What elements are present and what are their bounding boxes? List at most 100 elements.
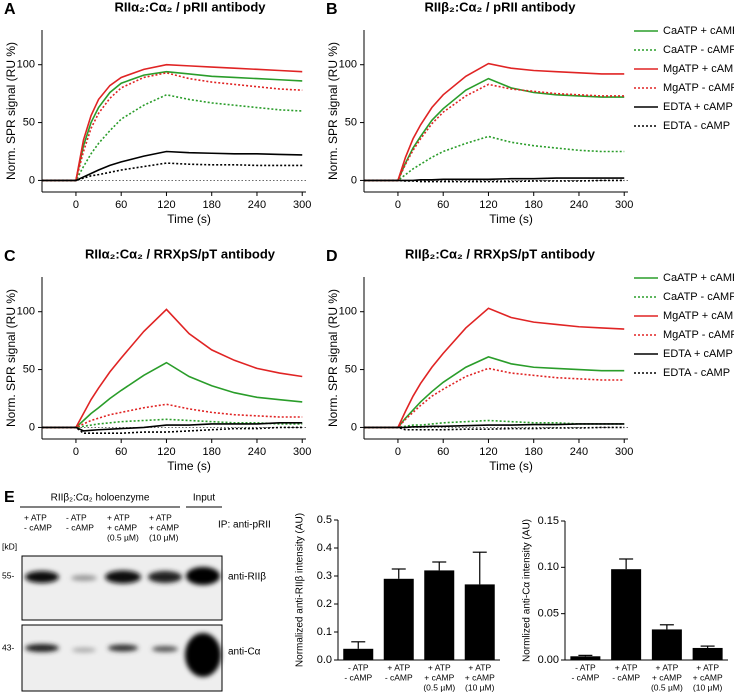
x-tick-label: 120 [157, 446, 175, 458]
series-line [364, 135, 625, 182]
legend-label: EDTA + cAMP [663, 348, 733, 360]
x-tick-label: 300 [615, 446, 633, 458]
x-tick-label: 180 [525, 446, 543, 458]
legend-label: CaATP + cAMP [663, 272, 734, 284]
y-tick-label: 50 [23, 363, 35, 375]
chart-title: RIIβ₂:Cα₂ / RRXpS/pT antibody [405, 246, 596, 261]
band [148, 571, 182, 583]
series-line [42, 71, 303, 182]
series-line [42, 426, 303, 435]
y-tick-label: 50 [23, 116, 35, 128]
antibody-label: anti-Cα [228, 647, 261, 658]
series-line [364, 83, 625, 182]
series-line [42, 308, 303, 429]
y-axis-label: Norm. SPR signal (RU %) [4, 42, 18, 180]
x-tick-label: 180 [525, 199, 543, 211]
lane-label: - cAMP [66, 522, 94, 532]
panel-label: A [4, 1, 16, 18]
panel-label: E [4, 489, 15, 506]
input-label: Input [193, 493, 215, 504]
chart-title: RIIβ₂:Cα₂ / pRII antibody [425, 0, 577, 14]
x-tick-label: + cAMP [424, 672, 454, 682]
x-tick-label: + ATP [655, 662, 678, 672]
antibody-label: anti-RIIβ [228, 572, 266, 583]
y-tick-label: 0.1 [317, 626, 332, 638]
legend-label: MgATP + cAMP [663, 310, 734, 322]
y-tick-label: 50 [345, 116, 357, 128]
x-tick-label: 0 [395, 446, 401, 458]
y-tick-label: 0 [29, 174, 35, 186]
series-line [364, 307, 625, 429]
lane-label: - ATP [66, 512, 87, 522]
x-tick-label: 240 [248, 446, 266, 458]
x-tick-label: 60 [115, 446, 127, 458]
bar [343, 648, 374, 660]
y-tick-label: 0.05 [538, 608, 559, 620]
y-tick-label: 0 [29, 421, 35, 433]
x-tick-label: 60 [437, 446, 449, 458]
series-line [42, 150, 303, 182]
lane-label: - cAMP [24, 522, 52, 532]
lane-label: (0.5 µM) [107, 532, 139, 542]
lane-label: + ATP [149, 512, 172, 522]
y-axis-label: Normalized anti-RIIβ intensity (AU) [295, 513, 306, 667]
x-tick-label: 240 [570, 446, 588, 458]
bar [570, 656, 601, 660]
y-tick-label: 0.15 [538, 515, 559, 527]
x-tick-label: 0 [395, 199, 401, 211]
lane-label: + cAMP [107, 522, 137, 532]
x-axis-label: Time (s) [167, 459, 211, 473]
series-line [42, 93, 303, 182]
x-tick-label: 300 [293, 446, 311, 458]
y-tick-label: 0 [351, 174, 357, 186]
series-line [42, 63, 303, 182]
legend-label: CaATP + cAMP [663, 25, 734, 37]
y-axis-label: Norm. SPR signal (RU %) [326, 42, 340, 180]
blot-panel: E RIIβ₂:Cα₂ holoenzyme Input IP: anti-pR… [2, 489, 271, 692]
x-tick-label: 0 [73, 199, 79, 211]
x-tick-label: 180 [203, 446, 221, 458]
series-line [364, 179, 625, 183]
y-axis-label: Normlized anti-Cα intensity (AU) [522, 519, 533, 662]
x-tick-label: 180 [203, 199, 221, 211]
x-tick-label: 240 [248, 199, 266, 211]
x-tick-label: + cAMP [693, 672, 723, 682]
legend-label: CaATP - cAMP [663, 44, 734, 56]
band [25, 571, 59, 583]
x-tick-label: (10 µM) [693, 682, 723, 692]
x-tick-label: + ATP [387, 662, 410, 672]
band [72, 647, 96, 653]
series-line [42, 418, 303, 429]
x-axis-label: Time (s) [489, 212, 533, 226]
x-tick-label: 120 [479, 446, 497, 458]
series-line [364, 77, 625, 182]
blot-top [21, 555, 223, 621]
y-tick-label: 0.00 [538, 654, 559, 666]
panel-label: B [326, 1, 338, 18]
lane-label: (10 µM) [149, 532, 179, 542]
x-tick-label: 240 [570, 199, 588, 211]
legend-label: MgATP - cAMP [663, 82, 734, 94]
y-tick-label: 0.10 [538, 561, 559, 573]
y-axis-label: Norm. SPR signal (RU %) [4, 289, 18, 427]
bar [464, 584, 495, 660]
series-line [364, 355, 625, 429]
x-tick-label: + ATP [696, 662, 719, 672]
bar [692, 647, 723, 660]
bands [25, 567, 221, 677]
series-line [364, 367, 625, 429]
x-tick-label: - ATP [575, 662, 596, 672]
lane-label: + cAMP [149, 522, 179, 532]
series-line [364, 62, 625, 182]
series-line [364, 423, 625, 429]
legend-label: EDTA - cAMP [663, 367, 730, 379]
y-tick-label: 100 [17, 306, 35, 318]
band [186, 567, 220, 585]
series-line [42, 70, 303, 182]
lane-label: + ATP [107, 512, 130, 522]
y-axis-label: Norm. SPR signal (RU %) [326, 289, 340, 427]
y-tick-label: 100 [17, 59, 35, 71]
x-tick-label: (0.5 µM) [423, 682, 455, 692]
x-tick-label: - cAMP [344, 672, 372, 682]
